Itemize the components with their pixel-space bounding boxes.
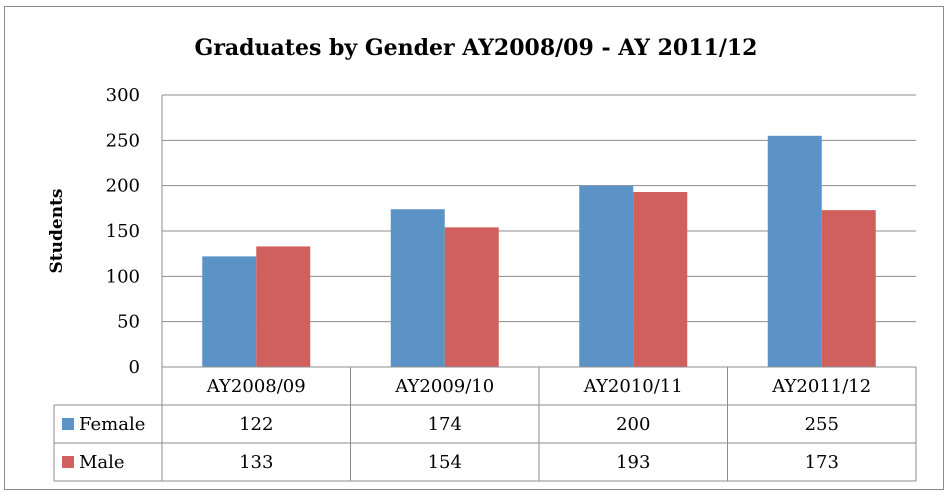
bar-female-1 <box>390 209 445 367</box>
legend-swatch-male <box>62 456 74 468</box>
data-table-value: 200 <box>616 414 650 435</box>
x-category-label: AY2010/11 <box>583 376 683 397</box>
chart-title: Graduates by Gender AY2008/09 - AY 2011/… <box>195 35 758 61</box>
x-category-label: AY2009/10 <box>394 376 494 397</box>
y-tick-label: 300 <box>106 85 140 106</box>
y-axis-ticks: 0 50 100 150 200 250 300 <box>106 85 140 378</box>
data-table-value: 255 <box>805 414 839 435</box>
bar-male-0 <box>256 246 311 367</box>
bar-male-3 <box>821 210 876 367</box>
y-tick-label: 0 <box>129 357 140 378</box>
legend-label-female: Female <box>79 414 145 435</box>
x-category-label: AY2008/09 <box>206 376 306 397</box>
legend-label-male: Male <box>79 452 125 473</box>
bar-female-2 <box>579 185 634 367</box>
data-table-value: 174 <box>428 414 462 435</box>
x-category-label: AY2011/12 <box>771 376 871 397</box>
y-tick-label: 150 <box>106 221 140 242</box>
data-table-value: 193 <box>616 452 650 473</box>
y-tick-label: 250 <box>106 130 140 151</box>
data-table-value: 133 <box>239 452 273 473</box>
y-tick-label: 200 <box>106 176 140 197</box>
legend-swatch-female <box>62 418 74 430</box>
data-table-value: 173 <box>805 452 839 473</box>
bar-female-0 <box>202 256 257 367</box>
y-tick-label: 50 <box>117 312 140 333</box>
y-tick-label: 100 <box>106 266 140 287</box>
y-axis-label: Students <box>47 189 67 274</box>
data-table-value: 154 <box>428 452 462 473</box>
bar-male-1 <box>444 227 499 367</box>
bar-male-2 <box>633 192 688 367</box>
bar-female-3 <box>767 135 822 367</box>
bars <box>202 135 876 367</box>
data-table: AY2008/09 AY2009/10 AY2010/11 AY2011/12 Fema… <box>53 366 917 482</box>
data-table-value: 122 <box>239 414 273 435</box>
